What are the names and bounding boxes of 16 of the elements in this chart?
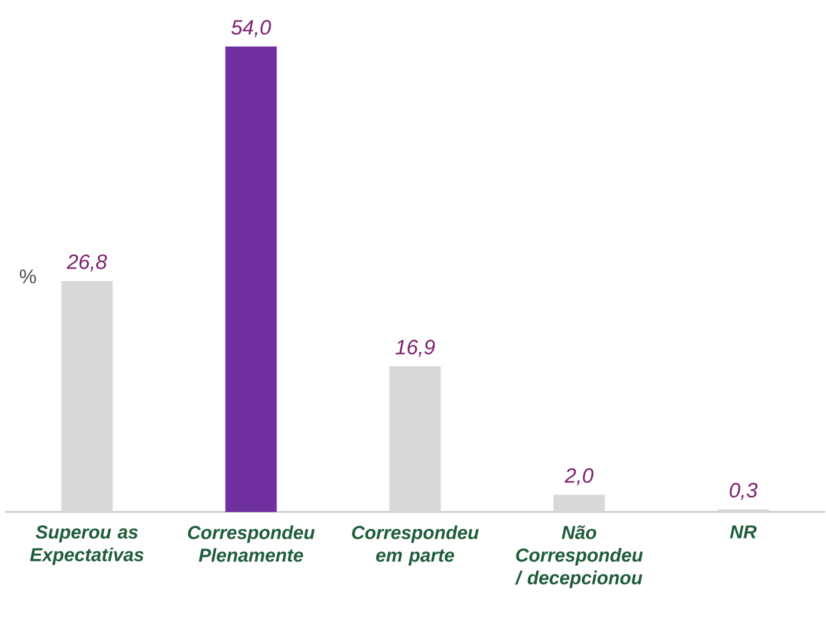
data-label: 26,8	[66, 254, 107, 272]
data-label: 0,3	[730, 483, 758, 500]
bar	[61, 281, 113, 512]
x-tick-label: Superou as Expectativas	[30, 526, 144, 566]
x-tick-label: NR	[730, 526, 757, 538]
bar	[553, 494, 605, 512]
bar	[718, 510, 769, 512]
bar	[389, 366, 441, 512]
x-tick-label: Correspondeu em parte	[352, 526, 479, 566]
x-tick-label: Correspondeu Plenamente	[188, 526, 315, 562]
y-axis-title: %	[20, 270, 36, 284]
bar	[225, 46, 277, 512]
data-label: 2,0	[564, 468, 594, 486]
data-label: 54,0	[231, 20, 271, 38]
x-tick-label: Não Correspondeu / decepcionou	[515, 526, 643, 588]
data-label: 16,9	[396, 340, 435, 358]
